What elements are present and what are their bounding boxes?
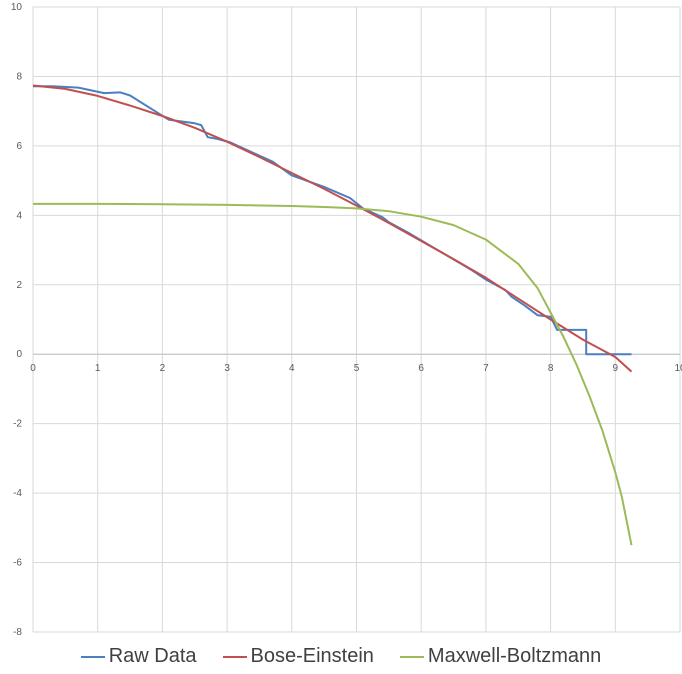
y-tick-label: 4 xyxy=(16,210,22,221)
y-tick-label: 8 xyxy=(16,71,22,82)
series-line-bose-einstein xyxy=(32,84,633,373)
legend-swatch-maxwell-boltzmann xyxy=(399,655,424,658)
y-tick-label: 6 xyxy=(16,141,22,152)
legend: Raw Data Bose-Einstein Maxwell-Boltzmann xyxy=(0,645,682,668)
series-lines xyxy=(32,84,633,546)
x-tick-label: 1 xyxy=(95,363,101,374)
y-tick-label: -6 xyxy=(13,558,22,569)
chart: 10 8 6 4 2 0 -2 -4 -6 -8 0 1 2 3 4 5 6 7 8 9 10 xyxy=(11,2,682,638)
x-tick-label: 6 xyxy=(418,363,424,374)
x-tick-label: 3 xyxy=(224,363,230,374)
x-tick-label: 5 xyxy=(354,363,360,374)
legend-swatch-bose-einstein xyxy=(222,655,247,658)
x-tick-label: 7 xyxy=(483,363,489,374)
x-tick-label: 4 xyxy=(289,363,295,374)
x-tick-label: 8 xyxy=(548,363,554,374)
gridlines xyxy=(32,6,681,633)
series-line-raw-data xyxy=(33,85,632,356)
legend-item-maxwell-boltzmann: Maxwell-Boltzmann xyxy=(399,645,602,668)
x-tick-label: 2 xyxy=(160,363,166,374)
y-tick-label: 2 xyxy=(16,280,22,291)
x-tick-label: 10 xyxy=(674,363,682,374)
y-tick-label: -4 xyxy=(13,488,22,499)
y-tick-label: 10 xyxy=(11,2,23,13)
legend-item-bose-einstein: Bose-Einstein xyxy=(222,645,374,668)
x-tick-label: 0 xyxy=(30,363,36,374)
legend-item-raw-data: Raw Data xyxy=(80,645,197,668)
legend-label-raw-data: Raw Data xyxy=(108,645,197,667)
series-line-maxwell-boltzmann xyxy=(33,202,633,546)
legend-label-maxwell-boltzmann: Maxwell-Boltzmann xyxy=(427,645,602,667)
x-tick-label: 9 xyxy=(613,363,619,374)
y-tick-label: -2 xyxy=(13,419,22,430)
y-tick-label: 0 xyxy=(16,349,22,360)
legend-swatch-raw-data xyxy=(80,655,105,658)
legend-label-bose-einstein: Bose-Einstein xyxy=(250,645,374,667)
tick-labels: 10 8 6 4 2 0 -2 -4 -6 -8 0 1 2 3 4 5 6 7 8 9 10 xyxy=(11,2,682,638)
y-tick-label: -8 xyxy=(13,627,22,638)
